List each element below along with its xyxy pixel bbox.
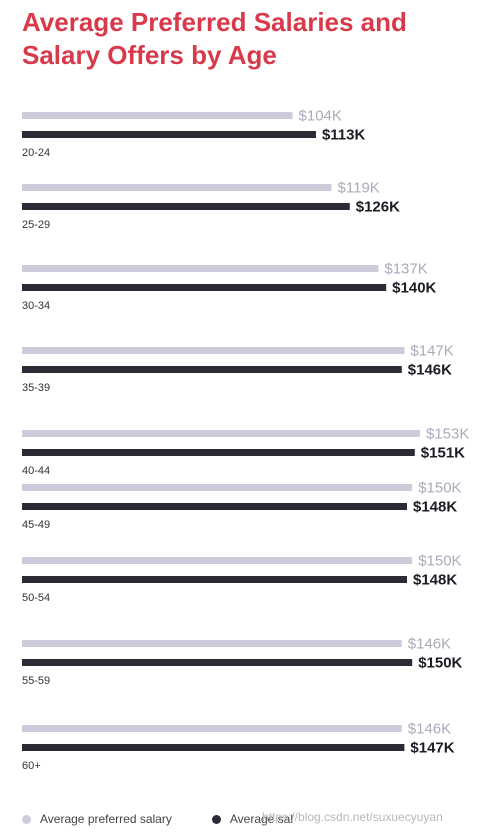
- offer-bar-55-59: [22, 659, 413, 666]
- category-label-40-44: 40-44: [22, 465, 50, 477]
- preferred-bar-35-39: [22, 347, 405, 354]
- preferred-bar-60+: [22, 725, 402, 732]
- offer-value-label-20-24: $113K: [322, 127, 366, 144]
- preferred-value-label-45-49: $150K: [418, 480, 461, 497]
- offer-value-label-60+: $147K: [410, 740, 454, 757]
- offer-bar-60+: [22, 744, 405, 751]
- preferred-bar-20-24: [22, 112, 293, 119]
- preferred-bar-30-34: [22, 265, 379, 272]
- legend-label-offer: Average sal: [229, 812, 294, 826]
- category-label-55-59: 55-59: [22, 675, 50, 687]
- preferred-value-label-50-54: $150K: [418, 553, 461, 570]
- offer-bar-45-49: [22, 503, 407, 510]
- legend: Average preferred salary Average sal: [22, 810, 333, 828]
- category-label-60+: 60+: [22, 760, 41, 772]
- preferred-bar-25-29: [22, 184, 332, 191]
- category-label-30-34: 30-34: [22, 300, 50, 312]
- preferred-value-label-20-24: $104K: [299, 108, 342, 125]
- category-label-20-24: 20-24: [22, 147, 50, 159]
- offer-value-label-25-29: $126K: [356, 199, 400, 216]
- watermark: https://blog.csdn.net/suxuecyuyan: [262, 810, 443, 824]
- preferred-bar-40-44: [22, 430, 420, 437]
- offer-bar-30-34: [22, 284, 387, 291]
- legend-item-preferred[interactable]: Average preferred salary: [22, 812, 172, 826]
- offer-bar-40-44: [22, 449, 415, 456]
- offer-bar-25-29: [22, 203, 350, 210]
- preferred-value-label-55-59: $146K: [408, 636, 451, 653]
- offer-value-label-45-49: $148K: [413, 499, 457, 516]
- offer-value-label-30-34: $140K: [392, 280, 436, 297]
- offer-bar-35-39: [22, 366, 402, 373]
- offer-value-label-35-39: $146K: [408, 362, 452, 379]
- category-label-45-49: 45-49: [22, 519, 50, 531]
- legend-dot-offer: [211, 814, 221, 824]
- preferred-value-label-25-29: $119K: [338, 180, 380, 197]
- preferred-bar-55-59: [22, 640, 402, 647]
- category-label-35-39: 35-39: [22, 382, 50, 394]
- preferred-value-label-40-44: $153K: [426, 426, 469, 443]
- offer-bar-20-24: [22, 131, 316, 138]
- preferred-value-label-60+: $146K: [408, 721, 451, 738]
- category-label-25-29: 25-29: [22, 219, 50, 231]
- preferred-value-label-30-34: $137K: [384, 261, 427, 278]
- offer-value-label-55-59: $150K: [418, 655, 462, 672]
- preferred-value-label-35-39: $147K: [410, 343, 453, 360]
- legend-item-offer[interactable]: Average sal: [211, 812, 294, 826]
- chart-title: Average Preferred Salaries and Salary Of…: [22, 7, 407, 70]
- offer-value-label-50-54: $148K: [413, 572, 457, 589]
- legend-dot-preferred: [22, 814, 31, 824]
- legend-label-preferred: Average preferred salary: [40, 812, 172, 826]
- salary-bar-chart: $104K $113K 20-24 $119K $126K 25-29 $137K $140K…: [22, 108, 469, 772]
- category-label-50-54: 50-54: [22, 592, 50, 604]
- offer-value-label-40-44: $151K: [421, 445, 465, 462]
- preferred-bar-50-54: [22, 557, 413, 564]
- preferred-bar-45-49: [22, 484, 413, 491]
- offer-bar-50-54: [22, 576, 407, 583]
